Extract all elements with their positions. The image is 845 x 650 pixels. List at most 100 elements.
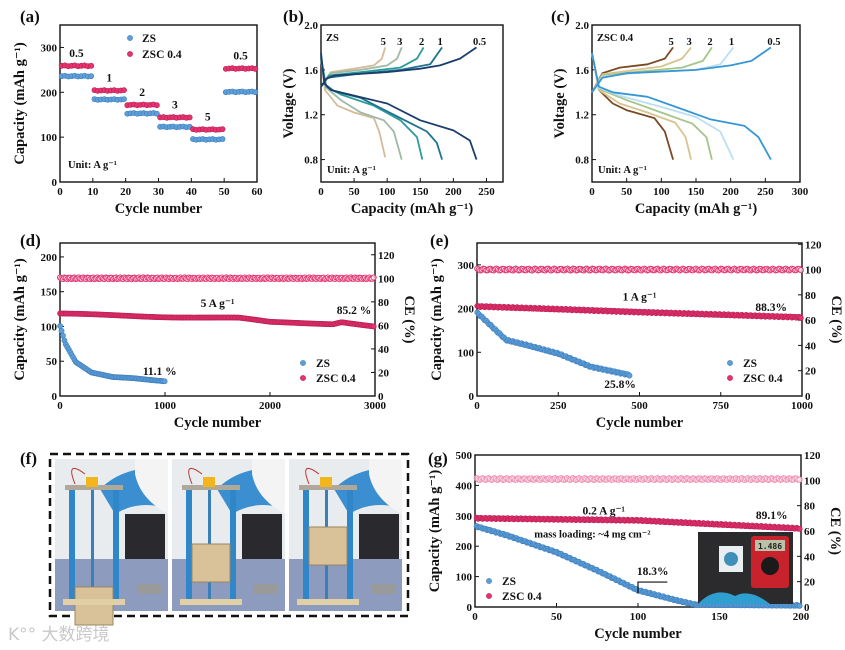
ce-point-zsc0.4 — [370, 274, 377, 281]
data-point-zsc0.4 — [88, 62, 95, 69]
x-tick-label: 3000 — [364, 400, 387, 412]
x-axis-title: Cycle number — [115, 201, 203, 217]
current-density-label: 0.2 A g⁻¹ — [583, 505, 625, 517]
x-tick-label: 100 — [630, 611, 647, 623]
x-tick-label: 50 — [349, 186, 361, 198]
y-axis-title: Voltage (V) — [552, 68, 568, 138]
panel-label-c: (c) — [551, 7, 570, 26]
rate-label: 2 — [707, 37, 712, 48]
y-tick-label: 200 — [41, 87, 58, 99]
discharge-curve-1 — [591, 52, 735, 160]
y-axis-title: Capacity (mAh g⁻¹) — [429, 258, 445, 381]
zsc-retention-label: 89.1% — [756, 510, 788, 522]
rate-label: 5 — [205, 112, 211, 124]
y2-tick-label: 120 — [804, 450, 821, 462]
elevator-car — [308, 526, 348, 566]
y2-tick-label: 0 — [805, 391, 811, 403]
x-axis-title: Cycle number — [596, 415, 684, 431]
discharge-curve-0.5 — [320, 52, 478, 160]
legend-marker — [486, 593, 492, 599]
unit-note: Unit: A g⁻¹ — [598, 165, 647, 176]
zsc-retention-label: 85.2 % — [337, 305, 372, 317]
y-tick-label: 0 — [52, 177, 58, 189]
charge-curve-0.5 — [591, 46, 772, 93]
glove-hands — [698, 592, 770, 604]
capacity-point-zs — [57, 323, 64, 329]
y-tick-label: 0 — [467, 602, 473, 614]
data-point-zsc0.4 — [153, 102, 160, 109]
legend-label: ZSC 0.4 — [316, 373, 356, 385]
x-tick-label: 0 — [474, 400, 480, 412]
panel-label-b: (b) — [283, 7, 304, 26]
y-tick-label: 1.2 — [575, 110, 589, 122]
y2-tick-label: 40 — [378, 344, 390, 356]
y-tick-label: 300 — [458, 260, 475, 272]
base-plate — [297, 599, 359, 605]
y-tick-label: 0 — [469, 391, 475, 403]
discharge-curve-2 — [591, 52, 713, 160]
wire — [71, 467, 86, 485]
unit-note: Unit: A g⁻¹ — [68, 160, 117, 171]
battery-pack — [137, 584, 161, 594]
y-tick-label: 200 — [41, 252, 58, 264]
x-tick-label: 200 — [793, 611, 810, 623]
x-tick-label: 0 — [472, 611, 478, 623]
y2-tick-label: 100 — [804, 475, 821, 487]
plot-frame — [320, 24, 504, 183]
legend-marker — [127, 35, 133, 41]
elevator-post — [186, 489, 192, 601]
sample-label: ZS — [326, 33, 339, 44]
monitor — [359, 514, 399, 559]
retention-bracket — [637, 581, 668, 594]
x-tick-label: 750 — [713, 400, 730, 412]
x-tick-label: 300 — [792, 186, 809, 198]
x-tick-label: 150 — [688, 186, 705, 198]
rate-label: 0.5 — [233, 51, 248, 63]
y2-tick-label: 60 — [378, 320, 390, 332]
y2-axis-title: CE (%) — [827, 507, 843, 555]
chart-c: (c) 0 50 100 150 200 250 300 0.8 1.2 1.6 2.0 Capacit… — [551, 7, 809, 217]
chart-d: (d)0 1000 2000 3000050100150200020406080100… — [12, 231, 417, 431]
plot-frame — [59, 242, 376, 397]
rate-label: 0.5 — [767, 37, 780, 48]
y-tick-label: 150 — [41, 287, 58, 299]
mass-loading-label: mass loading: ~4 mg cm⁻² — [534, 530, 650, 541]
y-tick-label: 50 — [46, 356, 58, 368]
top-plate — [299, 485, 357, 490]
elevator-post — [113, 489, 119, 601]
legend-label: ZS — [743, 358, 757, 370]
y2-tick-label: 20 — [805, 366, 817, 378]
x-tick-label: 30 — [153, 186, 165, 198]
discharge-curve-3 — [591, 52, 692, 160]
x-axis-title: Cycle number — [174, 415, 262, 431]
charge-curve-3 — [591, 46, 692, 93]
x-tick-label: 0 — [318, 186, 324, 198]
y-tick-label: 200 — [456, 541, 473, 553]
y2-tick-label: 20 — [378, 367, 390, 379]
chart-g: (g)0 50 100 150 2000100200300400500020406080… — [427, 449, 843, 642]
x-tick-label: 100 — [379, 186, 396, 198]
data-point-zsc0.4 — [219, 126, 226, 133]
rate-label: 1 — [437, 37, 442, 48]
x-tick-label: 250 — [757, 186, 774, 198]
y-tick-label: 0 — [52, 391, 58, 403]
legend-label: ZSC 0.4 — [502, 591, 542, 603]
x-tick-label: 150 — [711, 611, 728, 623]
y-tick-label: 0.8 — [575, 155, 589, 167]
data-point-zsc0.4 — [252, 65, 259, 72]
panel-f-photos: (f) K°° 大数跨境 — [8, 449, 410, 645]
rate-label: 5 — [668, 37, 673, 48]
panel-label-a: (a) — [20, 7, 40, 26]
y-tick-label: 2.0 — [575, 20, 589, 32]
y-tick-label: 1.6 — [575, 65, 589, 77]
y2-tick-label: 80 — [805, 290, 817, 302]
y-tick-label: 100 — [41, 132, 58, 144]
legend-marker — [727, 360, 733, 366]
y-tick-label: 500 — [456, 450, 473, 462]
legend-marker — [300, 375, 306, 381]
watermark-logo: K°° 大数跨境 — [8, 625, 110, 645]
legend-marker — [727, 375, 733, 381]
x-tick-label: 0 — [57, 400, 63, 412]
elevator-post — [230, 489, 236, 601]
